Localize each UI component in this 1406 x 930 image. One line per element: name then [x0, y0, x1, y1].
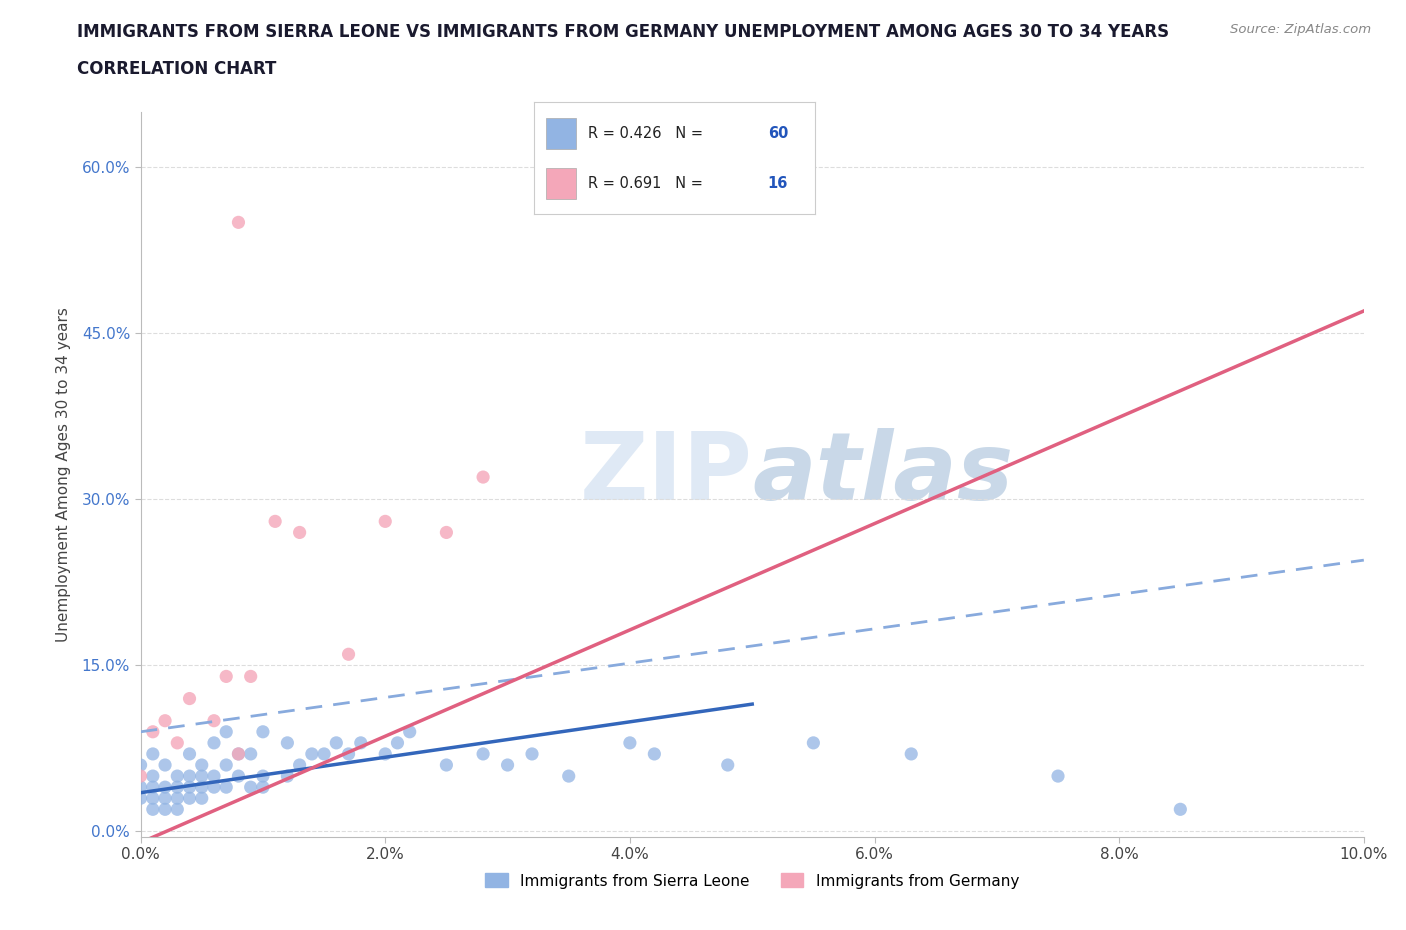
Point: [228, 215, 250, 230]
Point: [803, 736, 825, 751]
Text: R = 0.426   N =: R = 0.426 N =: [588, 126, 707, 141]
Point: [252, 779, 274, 794]
Point: [215, 669, 238, 684]
Point: [288, 758, 311, 773]
Point: [191, 758, 214, 773]
Point: [129, 769, 152, 784]
Point: [239, 669, 262, 684]
Point: [1170, 802, 1192, 817]
Point: [191, 779, 214, 794]
Point: [228, 747, 250, 762]
Text: CORRELATION CHART: CORRELATION CHART: [77, 60, 277, 78]
Point: [153, 790, 176, 805]
Text: ZIP: ZIP: [579, 429, 752, 520]
Point: [436, 758, 458, 773]
Point: [472, 747, 495, 762]
Point: [179, 691, 201, 706]
Point: [558, 769, 581, 784]
Point: [496, 758, 519, 773]
Point: [142, 790, 165, 805]
Point: [142, 724, 165, 739]
Point: [288, 525, 311, 540]
Point: [179, 747, 201, 762]
Point: [153, 802, 176, 817]
Text: atlas: atlas: [752, 429, 1014, 520]
Point: [166, 790, 188, 805]
Point: [472, 470, 495, 485]
Point: [276, 736, 298, 751]
Point: [643, 747, 665, 762]
Point: [252, 724, 274, 739]
Point: [129, 779, 152, 794]
Point: [350, 736, 373, 751]
Point: [520, 747, 543, 762]
Y-axis label: Unemployment Among Ages 30 to 34 years: Unemployment Among Ages 30 to 34 years: [56, 307, 70, 642]
Point: [179, 790, 201, 805]
Point: [717, 758, 740, 773]
Point: [179, 769, 201, 784]
Point: [374, 514, 396, 529]
Point: [312, 747, 335, 762]
Point: [142, 769, 165, 784]
Point: [202, 769, 225, 784]
Point: [166, 769, 188, 784]
Point: [142, 779, 165, 794]
Text: R = 0.691   N =: R = 0.691 N =: [588, 177, 707, 192]
Point: [239, 779, 262, 794]
Point: [215, 779, 238, 794]
FancyBboxPatch shape: [546, 118, 576, 149]
Point: [239, 747, 262, 762]
Text: 60: 60: [768, 126, 787, 141]
Point: [1046, 769, 1070, 784]
Point: [191, 769, 214, 784]
Point: [301, 747, 323, 762]
Point: [252, 769, 274, 784]
Point: [619, 736, 641, 751]
Point: [387, 736, 409, 751]
Point: [142, 747, 165, 762]
Point: [228, 769, 250, 784]
Point: [228, 747, 250, 762]
Text: 16: 16: [768, 177, 787, 192]
Point: [166, 802, 188, 817]
Text: Source: ZipAtlas.com: Source: ZipAtlas.com: [1230, 23, 1371, 36]
Point: [264, 514, 287, 529]
Point: [179, 779, 201, 794]
Legend: Immigrants from Sierra Leone, Immigrants from Germany: Immigrants from Sierra Leone, Immigrants…: [479, 868, 1025, 895]
Point: [337, 647, 360, 662]
Point: [202, 779, 225, 794]
Text: IMMIGRANTS FROM SIERRA LEONE VS IMMIGRANTS FROM GERMANY UNEMPLOYMENT AMONG AGES : IMMIGRANTS FROM SIERRA LEONE VS IMMIGRAN…: [77, 23, 1170, 41]
Point: [374, 747, 396, 762]
Point: [202, 713, 225, 728]
FancyBboxPatch shape: [546, 168, 576, 199]
Point: [436, 525, 458, 540]
Point: [166, 779, 188, 794]
Point: [166, 736, 188, 751]
Point: [153, 713, 176, 728]
Point: [398, 724, 420, 739]
Point: [215, 724, 238, 739]
Point: [276, 769, 298, 784]
Point: [142, 802, 165, 817]
Point: [900, 747, 922, 762]
Point: [337, 747, 360, 762]
Point: [215, 758, 238, 773]
Point: [202, 736, 225, 751]
Point: [153, 758, 176, 773]
Point: [153, 779, 176, 794]
Point: [129, 758, 152, 773]
Point: [325, 736, 347, 751]
Point: [129, 790, 152, 805]
Point: [191, 790, 214, 805]
